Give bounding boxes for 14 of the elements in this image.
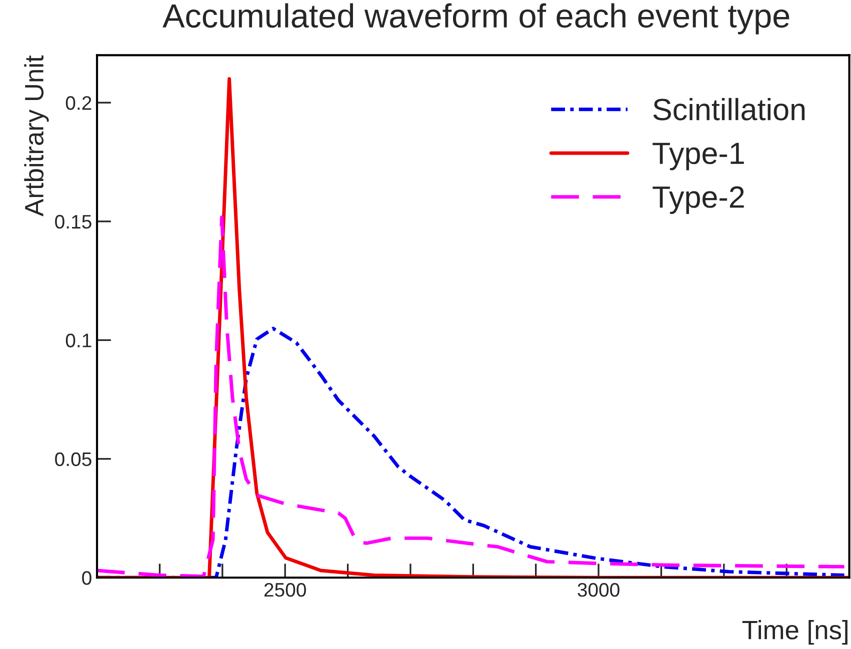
- y-tick-label: 0.1: [66, 334, 92, 348]
- y-tick-label: 0.15: [55, 214, 92, 229]
- y-tick-label: 0.05: [55, 452, 92, 466]
- y-tick-label: 0: [82, 571, 92, 585]
- legend-label: Scintillation: [653, 98, 805, 120]
- legend-label: Type-2: [652, 186, 744, 214]
- legend-label: Type-1: [652, 142, 744, 170]
- line-series: [97, 216, 846, 578]
- y-axis-title: Artbitrary Unit: [24, 55, 49, 216]
- x-tick-label: 3000: [578, 582, 620, 597]
- chart-title: Accumulated waveform of each event type: [162, 3, 790, 34]
- x-tick-label: 2500: [264, 582, 306, 597]
- y-tick-label: 0.2: [66, 96, 92, 110]
- x-axis-title: Time [ns]: [742, 620, 848, 645]
